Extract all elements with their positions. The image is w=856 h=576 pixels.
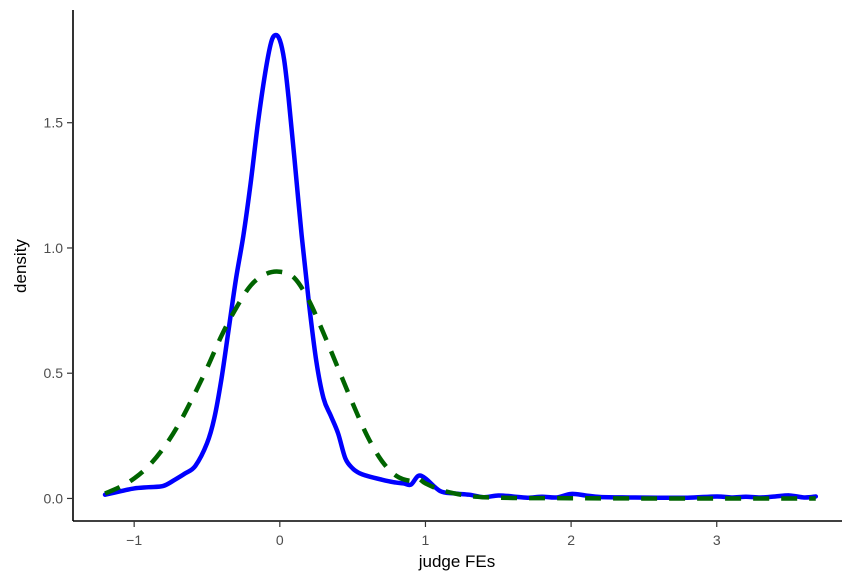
- y-tick-label: 0.5: [44, 365, 64, 381]
- y-axis-ticks: 0.0 0.5 1.0 1.5: [44, 115, 73, 506]
- x-axis-title: judge FEs: [418, 552, 496, 571]
- x-tick-label: 2: [567, 532, 575, 548]
- series-line-solid: [102, 32, 819, 501]
- x-axis-ticks: −1 0 1 2 3: [126, 521, 721, 548]
- x-tick-label: 3: [713, 532, 721, 548]
- y-axis-title: density: [11, 239, 30, 293]
- y-tick-label: 1.0: [44, 240, 64, 256]
- series-lines: [102, 32, 819, 501]
- x-tick-label: 1: [422, 532, 430, 548]
- y-tick-label: 1.5: [44, 115, 64, 131]
- x-tick-label: −1: [126, 532, 142, 548]
- y-tick-label: 0.0: [44, 490, 64, 506]
- x-tick-label: 0: [276, 532, 284, 548]
- series-line-dashed: [104, 269, 816, 501]
